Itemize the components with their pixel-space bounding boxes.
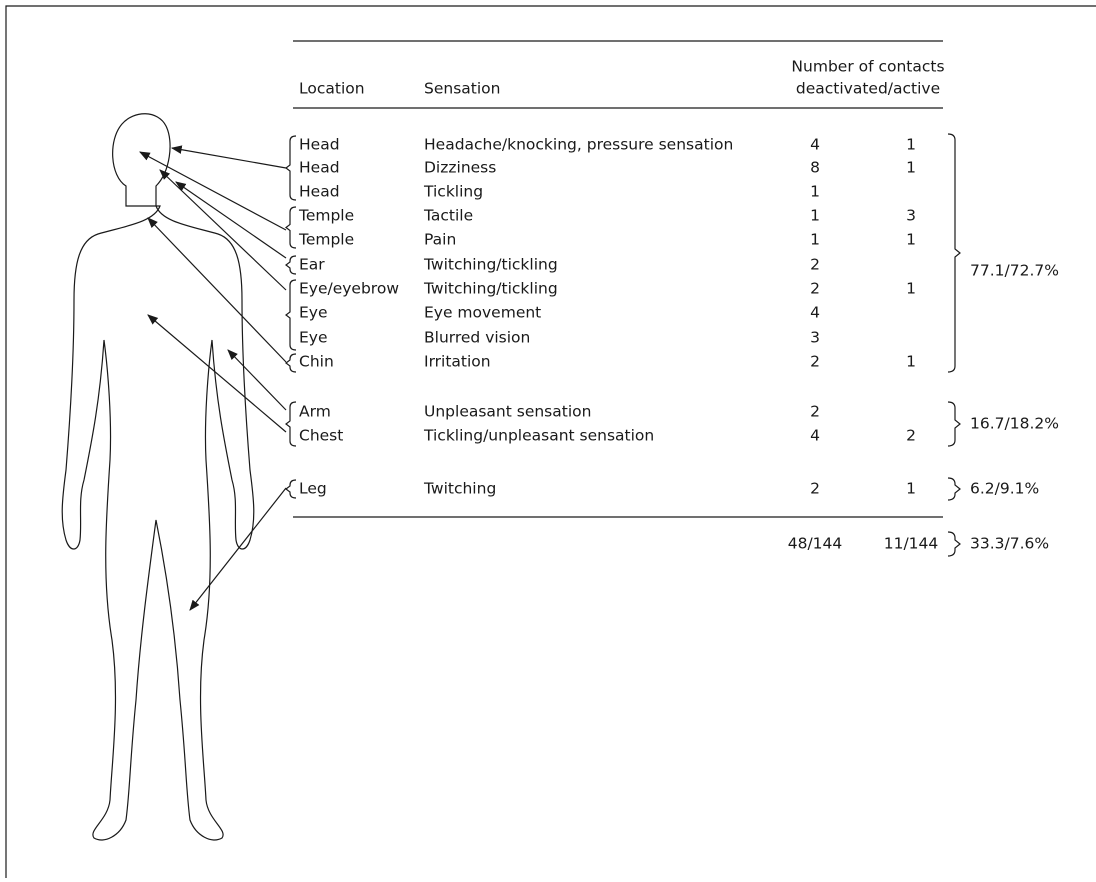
cell: 2 — [906, 427, 916, 445]
total: 11/144 — [884, 535, 939, 553]
brace — [285, 135, 297, 201]
brace — [285, 279, 297, 351]
cell: Irritation — [424, 353, 491, 371]
brace — [947, 477, 961, 501]
group-share: 77.1/72.7% — [970, 262, 1059, 280]
cell: 8 — [810, 159, 820, 177]
arrow — [227, 349, 287, 411]
brace — [285, 353, 297, 373]
brace — [947, 531, 961, 557]
cell: Eye/eyebrow — [299, 280, 399, 298]
body-outline — [61, 113, 255, 841]
cell: 2 — [810, 480, 820, 498]
cell: 2 — [810, 353, 820, 371]
brace — [285, 255, 297, 275]
cell: Temple — [298, 231, 354, 249]
cell: 1 — [810, 207, 820, 225]
cell: 4 — [810, 304, 820, 322]
cell: Tickling — [423, 183, 483, 201]
cell: 2 — [810, 403, 820, 421]
arrow — [175, 181, 287, 259]
cell: Twitching/tickling — [423, 256, 558, 274]
cell: Temple — [298, 207, 354, 225]
cell: Eye — [299, 329, 328, 347]
cell: Twitching/tickling — [423, 280, 558, 298]
cell: 1 — [906, 480, 916, 498]
total: 33.3/7.6% — [970, 535, 1049, 553]
brace — [947, 133, 961, 373]
group-share: 16.7/18.2% — [970, 415, 1059, 433]
header: deactivated/active — [796, 80, 940, 98]
cell: 1 — [810, 231, 820, 249]
cell: 3 — [810, 329, 820, 347]
header: Sensation — [424, 80, 500, 98]
cell: 1 — [906, 136, 916, 154]
cell: 1 — [906, 231, 916, 249]
brace — [285, 479, 297, 499]
total: 48/144 — [788, 535, 843, 553]
cell: 4 — [810, 427, 820, 445]
arrow — [147, 217, 287, 363]
cell: Chin — [299, 353, 334, 371]
cell: Tactile — [423, 207, 473, 225]
cell: Eye movement — [424, 304, 541, 322]
header: Number of contacts — [791, 58, 944, 76]
cell: Twitching — [423, 480, 496, 498]
cell: 2 — [810, 280, 820, 298]
cell: Ear — [299, 256, 325, 274]
cell: 4 — [810, 136, 820, 154]
brace — [285, 206, 297, 249]
cell: Unpleasant sensation — [424, 403, 591, 421]
frame — [5, 5, 1096, 878]
cell: 1 — [810, 183, 820, 201]
arrow — [147, 314, 287, 433]
cell: Chest — [299, 427, 343, 445]
brace — [947, 401, 961, 447]
brace — [285, 401, 297, 447]
cell: Head — [299, 136, 340, 154]
cell: Pain — [424, 231, 456, 249]
cell: 1 — [906, 159, 916, 177]
cell: Dizziness — [424, 159, 496, 177]
arrow — [139, 151, 287, 231]
cell: 1 — [906, 280, 916, 298]
cell: Head — [299, 159, 340, 177]
header: Location — [299, 80, 365, 98]
arrow — [170, 145, 287, 169]
cell: Eye — [299, 304, 328, 322]
cell: Head — [299, 183, 340, 201]
arrow — [189, 487, 287, 611]
cell: Headache/knocking, pressure sensation — [424, 136, 733, 154]
cell: 3 — [906, 207, 916, 225]
cell: 1 — [906, 353, 916, 371]
cell: Arm — [299, 403, 331, 421]
arrow — [159, 169, 287, 291]
cell: Leg — [299, 480, 327, 498]
cell: 2 — [810, 256, 820, 274]
cell: Tickling/unpleasant sensation — [423, 427, 654, 445]
cell: Blurred vision — [424, 329, 530, 347]
group-share: 6.2/9.1% — [970, 480, 1039, 498]
